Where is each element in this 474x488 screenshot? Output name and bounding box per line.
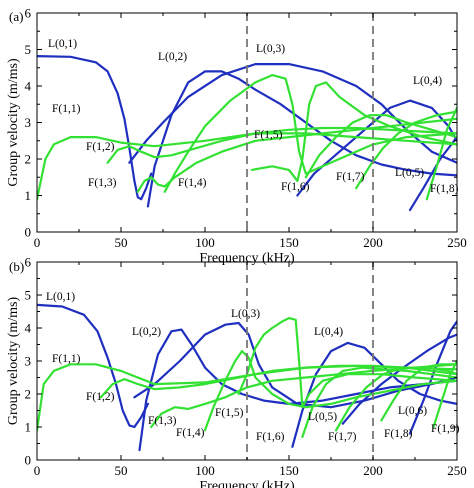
series-line-f17 bbox=[355, 110, 457, 190]
x-tick-label: 0 bbox=[34, 235, 41, 250]
mode-label-f17: F(1,7) bbox=[336, 171, 365, 183]
y-tick-label: 5 bbox=[25, 288, 32, 303]
mode-label-f19: F(1,9) bbox=[431, 423, 460, 435]
mode-label-l04: L(0,4) bbox=[413, 75, 442, 87]
y-tick-label: 0 bbox=[25, 225, 32, 240]
panel-label: (b) bbox=[9, 259, 24, 274]
series-line-f15 bbox=[237, 317, 457, 409]
mode-label-l03: L(0,3) bbox=[231, 308, 260, 320]
mode-label-f15: F(1,5) bbox=[215, 407, 244, 419]
mode-label-f13: F(1,3) bbox=[148, 415, 177, 427]
x-tick-label: 250 bbox=[447, 463, 467, 478]
y-tick-label: 6 bbox=[25, 6, 32, 21]
y-tick-label: 3 bbox=[25, 115, 32, 130]
series-line-l01 bbox=[37, 303, 149, 429]
mode-label-f13: F(1,3) bbox=[88, 177, 117, 189]
mode-label-f14: F(1,4) bbox=[178, 177, 207, 189]
mode-label-l02: L(0,2) bbox=[158, 51, 187, 63]
mode-label-l02: L(0,2) bbox=[132, 326, 161, 338]
y-tick-label: 0 bbox=[25, 453, 32, 468]
y-tick-label: 6 bbox=[25, 255, 32, 270]
series-line-f16 bbox=[304, 114, 457, 179]
y-tick-label: 4 bbox=[25, 79, 32, 94]
y-axis-label: Group velocity (m/ms) bbox=[6, 58, 21, 187]
series-line-f15 bbox=[250, 81, 457, 182]
y-tick-label: 1 bbox=[25, 188, 32, 203]
panel-label: (a) bbox=[9, 9, 23, 24]
series-line-f18 bbox=[425, 106, 457, 201]
mode-label-l04: L(0,4) bbox=[314, 326, 343, 338]
x-tick-label: 150 bbox=[279, 463, 299, 478]
series-line-f16 bbox=[301, 366, 457, 438]
mode-label-l03: L(0,3) bbox=[256, 43, 285, 55]
mode-label-f16: F(1,6) bbox=[256, 431, 285, 443]
series-line-l02 bbox=[146, 70, 457, 208]
x-axis-label: Frequency (kHz) bbox=[199, 479, 295, 488]
x-tick-label: 150 bbox=[279, 235, 299, 250]
mode-label-l05: L(0,5) bbox=[395, 167, 424, 179]
series-line-l04 bbox=[291, 341, 457, 448]
x-tick-label: 200 bbox=[363, 235, 383, 250]
x-tick-label: 0 bbox=[34, 463, 41, 478]
y-tick-label: 1 bbox=[25, 420, 32, 435]
series-line-f12 bbox=[99, 364, 457, 399]
mode-label-l05: L(0,5) bbox=[308, 411, 337, 423]
series-line-f14 bbox=[163, 74, 457, 193]
series-line-f18 bbox=[380, 363, 457, 422]
chart-panel-b: 0 50 100 150 200 250 0 1 2 3 4 5 6 Frequency (kHz) Gro… bbox=[6, 255, 467, 488]
series-group bbox=[37, 303, 457, 452]
mode-label-f11: F(1,1) bbox=[52, 103, 81, 115]
y-tick-label: 5 bbox=[25, 42, 32, 57]
series-line-f13 bbox=[136, 117, 457, 193]
y-axis-label: Group velocity (m/ms) bbox=[6, 297, 21, 426]
x-tick-label: 50 bbox=[115, 235, 128, 250]
x-tick-label: 100 bbox=[195, 463, 215, 478]
mode-label-f12: F(1,2) bbox=[86, 141, 115, 153]
mode-label-f17: F(1,7) bbox=[328, 431, 357, 443]
mode-label-l01: L(0,1) bbox=[46, 291, 75, 303]
x-tick-label: 200 bbox=[363, 463, 383, 478]
x-tick-label: 50 bbox=[115, 463, 128, 478]
mode-label-f16: F(1,6) bbox=[281, 181, 310, 193]
mode-label-f12: F(1,2) bbox=[86, 391, 115, 403]
series-line-f14 bbox=[203, 350, 457, 432]
y-tick-label: 4 bbox=[25, 321, 32, 336]
mode-label-l06: L(0,6) bbox=[398, 405, 427, 417]
mode-label-f18: F(1,8) bbox=[384, 428, 413, 440]
series-line-l01 bbox=[37, 55, 153, 201]
y-tick-label: 2 bbox=[25, 387, 32, 402]
series-line-f19 bbox=[432, 359, 457, 429]
series-line-f13 bbox=[150, 363, 457, 429]
y-tick-label: 3 bbox=[25, 354, 32, 369]
series-line-f12 bbox=[106, 126, 457, 164]
mode-label-l01: L(0,1) bbox=[48, 38, 77, 50]
series-line-l05 bbox=[408, 136, 457, 212]
mode-label-f18: F(1,8) bbox=[430, 183, 459, 195]
x-tick-label: 250 bbox=[447, 235, 467, 250]
series-line-f17 bbox=[334, 366, 457, 432]
series-line-f11 bbox=[37, 132, 457, 201]
x-tick-label: 100 bbox=[195, 235, 215, 250]
series-line-l03 bbox=[133, 321, 457, 409]
y-tick-label: 2 bbox=[25, 152, 32, 167]
mode-label-f11: F(1,1) bbox=[52, 353, 81, 365]
series-group bbox=[37, 55, 457, 212]
mode-label-f14: F(1,4) bbox=[176, 427, 205, 439]
mode-label-f15: F(1,5) bbox=[254, 129, 283, 141]
